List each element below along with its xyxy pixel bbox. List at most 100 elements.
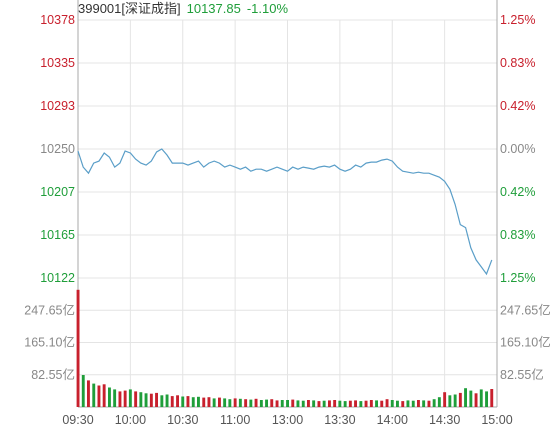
volume-bar [296,400,300,407]
volume-bar [181,396,185,407]
y-tick-label-left: 10207 [40,185,75,199]
volume-bar [338,400,342,407]
volume-bar [218,397,221,407]
volume-bar [401,401,405,407]
volume-bar [108,387,111,407]
y-tick-label-right: 0.42% [500,185,535,199]
volume-bar [291,399,295,407]
y-tick-label-left: 10122 [40,271,75,285]
volume-bar [81,375,85,407]
y-tick-label-right: 1.25% [500,13,535,27]
volume-tick-label-right: 247.65亿 [500,302,551,317]
volume-bar [170,396,174,407]
volume-bar [469,390,473,407]
volume-bar [160,395,164,407]
volume-bar [432,399,436,407]
volume-bar [249,399,253,407]
volume-bar [396,400,399,407]
x-tick-label: 14:00 [377,413,408,427]
volume-bar [369,400,373,407]
volume-bar [155,392,158,407]
volume-bar [280,400,284,407]
volume-bar [380,400,384,407]
grid [77,19,498,407]
volume-tick-label-left: 165.10亿 [24,335,75,350]
volume-bar [97,385,101,407]
x-tick-label: 11:00 [220,413,250,427]
volume-bar [479,389,483,407]
x-tick-label: 13:30 [324,413,355,427]
volume-bar [427,400,431,407]
volume-bar [458,392,462,407]
x-tick-label: 14:30 [429,413,460,427]
x-tick-label: 10:30 [167,413,198,427]
y-tick-label-left: 10250 [40,142,75,156]
volume-bar [259,400,263,407]
volume-bar [118,391,122,407]
volume-bar [390,400,394,407]
volume-bar [165,394,169,407]
volume-bar [139,392,143,407]
volume-bar [307,400,310,407]
volume-bar [286,400,289,407]
volume-bars [76,289,494,407]
volume-bar [228,399,232,407]
volume-bar [197,396,200,407]
volume-bar [317,401,321,407]
y-tick-label-right: 0.83% [500,228,535,242]
volume-bar [244,399,248,407]
volume-tick-label-right: 82.55亿 [500,367,544,382]
y-tick-label-left: 10378 [40,13,75,27]
volume-bar [354,400,357,407]
volume-bar [312,400,316,407]
volume-bar [254,398,258,407]
volume-bar [149,393,153,407]
y-tick-label-right: 0.83% [500,56,535,70]
y-tick-label-right: 0.00% [500,142,535,156]
volume-bar [464,388,467,407]
volume-bar [92,383,96,407]
volume-bar [128,389,132,407]
volume-bar [176,395,179,407]
volume-bar [223,398,227,407]
volume-bar [437,397,441,407]
volume-bar [417,400,420,407]
volume-bar [238,398,242,407]
volume-bar [322,400,326,407]
volume-bar [328,400,331,407]
volume-bar [385,399,389,407]
x-tick-label: 09:30 [62,413,93,427]
volume-bar [134,391,138,407]
chart-header: 399001[深证成指] 10137.85 -1.10% [78,0,288,18]
volume-bar [411,400,415,407]
volume-bar [453,394,457,407]
volume-bar [275,400,279,407]
volume-bar [443,392,447,407]
volume-bar [265,399,268,407]
axis-labels: 10378 1.25% 10335 0.83% 10293 0.42% 10250 0.00%… [24,13,550,427]
x-tick-label: 13:00 [272,413,303,427]
volume-tick-label-left: 247.65亿 [24,302,75,317]
volume-bar [301,400,305,407]
x-tick-label: 15:00 [481,413,512,427]
volume-bar [233,398,237,407]
y-tick-label-left: 10293 [40,99,75,113]
volume-bar [202,397,206,407]
volume-bar [87,380,90,407]
y-tick-label-right: 0.42% [500,99,535,113]
volume-tick-label-left: 82.55亿 [31,367,75,382]
volume-bar [333,400,337,407]
volume-bar [270,399,274,407]
y-tick-label-left: 10165 [40,228,75,242]
volume-bar [406,400,410,407]
volume-bar [123,390,127,407]
index-name: 399001[深证成指] [78,1,181,16]
volume-bar [485,391,488,407]
volume-tick-label-right: 165.10亿 [500,335,551,350]
price-line [77,148,493,276]
volume-bar [359,401,363,407]
volume-bar [474,393,478,407]
change-percent: -1.10% [246,1,289,16]
volume-bar [212,398,216,407]
